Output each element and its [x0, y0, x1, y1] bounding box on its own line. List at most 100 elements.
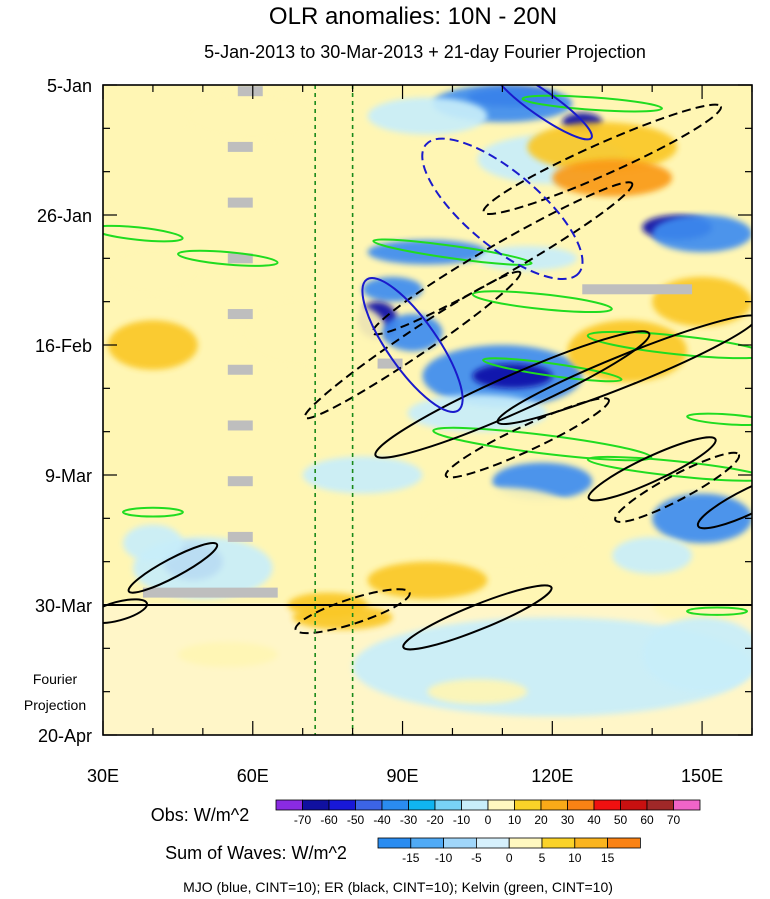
y-tick-label-2: 16-Feb	[35, 336, 92, 356]
anomaly-blob-21	[567, 320, 688, 383]
x-tick-label-4: 150E	[681, 766, 723, 786]
anomaly-blob-18	[472, 363, 553, 389]
anomaly-blob-3	[367, 97, 488, 135]
anomaly-blob-36	[177, 642, 278, 667]
er-contour-2	[303, 270, 522, 420]
waves-colorbar-swatch-5	[541, 837, 576, 849]
obs-colorbar-level-label-1: -60	[320, 813, 338, 827]
obs-colorbar-level-label-14: 70	[667, 813, 681, 827]
obs-colorbar-swatch-15	[673, 799, 701, 811]
y-tick-label-0: 5-Jan	[47, 76, 92, 96]
kelvin-contour-6	[432, 426, 653, 462]
missing-data-segment-1	[227, 141, 253, 152]
obs-colorbar-swatch-10	[540, 799, 568, 811]
waves-colorbar-level-label-2: -5	[471, 851, 482, 865]
obs-colorbar-level-label-5: -20	[426, 813, 444, 827]
y-tick-label-1: 26-Jan	[37, 206, 92, 226]
obs-colorbar-swatch-12	[593, 799, 621, 811]
waves-colorbar-level-label-3: 0	[506, 851, 513, 865]
anomaly-blob-35	[642, 617, 752, 692]
x-tick-label-2: 90E	[387, 766, 419, 786]
obs-colorbar-level-label-3: -40	[373, 813, 391, 827]
y-axis: 5-Jan 26-Jan 16-Feb 9-Mar 30-Mar 20-Apr	[35, 76, 752, 746]
obs-colorbar-swatch-11	[567, 799, 595, 811]
plot-area	[102, 84, 753, 736]
missing-data-segment-7	[227, 476, 253, 487]
anomaly-blob-38	[427, 679, 528, 705]
y-tick-label-4: 30-Mar	[35, 596, 92, 616]
missing-data-segment-3	[227, 253, 253, 264]
missing-data-segment-2	[227, 197, 253, 208]
obs-colorbar-level-label-7: 0	[485, 813, 492, 827]
x-tick-label-0: 30E	[87, 766, 119, 786]
missing-data-segment-11	[582, 284, 693, 295]
er-contour-4	[496, 314, 752, 426]
obs-colorbar-level-label-9: 20	[534, 813, 548, 827]
er-contour-9	[294, 588, 411, 635]
waves-colorbar-swatch-2	[443, 837, 477, 849]
anomaly-blob-29	[122, 524, 183, 562]
mjo-contours	[361, 85, 593, 413]
missing-data-segment-5	[227, 364, 253, 375]
waves-colorbar: -15 -10 -5 0 5 10 15	[377, 837, 641, 865]
er-contour-11	[696, 470, 752, 530]
obs-colorbar: -70 -60 -50 -40 -30 -20 -10 0 10 20 30 40 50 60 70	[275, 799, 701, 827]
obs-colorbar-swatch-13	[620, 799, 648, 811]
obs-colorbar-swatch-7	[461, 799, 489, 811]
waves-colorbar-swatch-6	[574, 837, 608, 849]
missing-data-segment-0	[237, 86, 263, 97]
kelvin-contour-0	[103, 224, 184, 243]
anomaly-blob-7	[552, 159, 673, 197]
missing-data-segment-8	[227, 531, 253, 542]
y-tick-label-3: 9-Mar	[45, 466, 92, 486]
obs-colorbar-level-label-4: -30	[400, 813, 418, 827]
obs-colorbar-swatch-9	[514, 799, 542, 811]
chart-title: OLR anomalies: 10N - 20N	[269, 3, 557, 30]
mjo-contour-0	[421, 137, 584, 281]
kelvin-contours	[103, 94, 752, 616]
obs-colorbar-level-label-12: 50	[614, 813, 628, 827]
kelvin-contour-3	[471, 290, 613, 314]
obs-colorbar-level-label-10: 30	[561, 813, 575, 827]
obs-colorbar-swatch-5	[408, 799, 436, 811]
obs-colorbar-swatch-2	[328, 799, 356, 811]
missing-data-segment-6	[227, 420, 253, 431]
waves-colorbar-swatch-0	[377, 837, 412, 849]
anomaly-blob-11	[477, 245, 578, 271]
waves-colorbar-level-label-5: 10	[568, 851, 582, 865]
er-contours	[103, 103, 752, 651]
kelvin-contour-11	[686, 606, 749, 616]
obs-colorbar-swatch-0	[275, 799, 303, 811]
waves-colorbar-level-label-0: -15	[402, 851, 420, 865]
er-contour-1	[371, 181, 634, 336]
waves-colorbar-level-label-1: -10	[435, 851, 453, 865]
kelvin-contour-1	[177, 249, 279, 267]
obs-colorbar-level-label-8: 10	[508, 813, 522, 827]
obs-colorbar-label: Obs: W/m^2	[151, 805, 249, 825]
waves-colorbar-swatch-4	[508, 837, 543, 849]
anomaly-blob-30	[412, 487, 593, 575]
anomaly-blob-24	[302, 456, 423, 494]
waves-colorbar-swatch-7	[607, 837, 641, 849]
missing-data-segment-4	[227, 309, 253, 320]
er-contour-6	[444, 397, 610, 479]
obs-colorbar-swatch-3	[355, 799, 383, 811]
kelvin-contour-8	[521, 94, 663, 113]
obs-colorbar-level-label-0: -70	[294, 813, 312, 827]
kelvin-contour-10	[686, 412, 752, 426]
kelvin-contour-2	[372, 238, 533, 266]
missing-data-layer	[142, 86, 693, 598]
kelvin-contour-4	[586, 330, 752, 360]
obs-colorbar-swatch-8	[487, 799, 515, 811]
footnote: MJO (blue, CINT=10); ER (black, CINT=10)…	[183, 879, 613, 895]
anomaly-blob-15	[107, 320, 198, 370]
kelvin-contour-7	[586, 455, 752, 482]
x-axis: 30E 60E 90E 120E 150E	[87, 85, 753, 786]
anomaly-blob-12	[362, 276, 423, 302]
y-tick-label-5: 20-Apr	[38, 726, 92, 746]
anomaly-blob-32	[367, 561, 488, 599]
er-contour-5	[587, 436, 717, 502]
obs-colorbar-level-label-11: 40	[587, 813, 601, 827]
projection-label-line1: Fourier	[33, 671, 78, 687]
anomaly-blob-14	[103, 245, 203, 296]
